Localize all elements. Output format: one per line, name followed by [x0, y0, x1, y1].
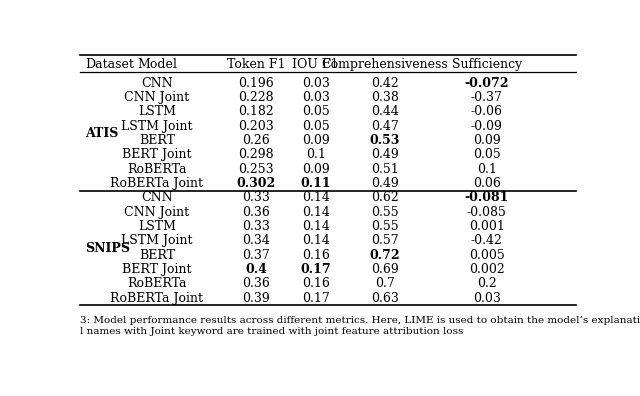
Text: 0.33: 0.33 — [242, 192, 270, 204]
Text: 0.03: 0.03 — [301, 77, 330, 90]
Text: BERT: BERT — [139, 249, 175, 262]
Text: 0.03: 0.03 — [301, 91, 330, 104]
Text: ATIS: ATIS — [85, 127, 118, 140]
Text: SNIPS: SNIPS — [85, 242, 130, 255]
Text: CNN: CNN — [141, 77, 173, 90]
Text: CNN: CNN — [141, 192, 173, 204]
Text: 0.005: 0.005 — [469, 249, 504, 262]
Text: 0.57: 0.57 — [371, 234, 399, 248]
Text: 0.2: 0.2 — [477, 278, 497, 291]
Text: LSTM Joint: LSTM Joint — [121, 120, 193, 133]
Text: 0.26: 0.26 — [242, 134, 270, 147]
Text: CNN Joint: CNN Joint — [124, 91, 189, 104]
Text: LSTM: LSTM — [138, 220, 176, 233]
Text: 3: Model performance results across different metrics. Here, LIME is used to obt: 3: Model performance results across diff… — [80, 316, 640, 335]
Text: 0.14: 0.14 — [301, 234, 330, 248]
Text: Model: Model — [137, 58, 177, 71]
Text: 0.05: 0.05 — [301, 120, 330, 133]
Text: 0.298: 0.298 — [238, 148, 274, 161]
Text: 0.16: 0.16 — [301, 278, 330, 291]
Text: Sufficiency: Sufficiency — [452, 58, 522, 71]
Text: 0.16: 0.16 — [301, 249, 330, 262]
Text: 0.09: 0.09 — [301, 163, 330, 176]
Text: -0.37: -0.37 — [471, 91, 502, 104]
Text: 0.38: 0.38 — [371, 91, 399, 104]
Text: -0.42: -0.42 — [471, 234, 502, 248]
Text: 0.44: 0.44 — [371, 105, 399, 118]
Text: 0.55: 0.55 — [371, 206, 399, 219]
Text: 0.002: 0.002 — [469, 263, 504, 276]
Text: Dataset: Dataset — [85, 58, 134, 71]
Text: LSTM: LSTM — [138, 105, 176, 118]
Text: 0.14: 0.14 — [301, 192, 330, 204]
Text: 0.228: 0.228 — [238, 91, 274, 104]
Text: BERT Joint: BERT Joint — [122, 263, 191, 276]
Text: 0.36: 0.36 — [242, 206, 270, 219]
Text: -0.085: -0.085 — [467, 206, 507, 219]
Text: LSTM Joint: LSTM Joint — [121, 234, 193, 248]
Text: 0.001: 0.001 — [468, 220, 505, 233]
Text: 0.253: 0.253 — [238, 163, 274, 176]
Text: 0.09: 0.09 — [301, 134, 330, 147]
Text: 0.06: 0.06 — [473, 177, 500, 190]
Text: 0.36: 0.36 — [242, 278, 270, 291]
Text: -0.06: -0.06 — [471, 105, 503, 118]
Text: CNN Joint: CNN Joint — [124, 206, 189, 219]
Text: 0.47: 0.47 — [371, 120, 399, 133]
Text: -0.072: -0.072 — [465, 77, 509, 90]
Text: Token F1: Token F1 — [227, 58, 285, 71]
Text: 0.17: 0.17 — [300, 263, 331, 276]
Text: 0.37: 0.37 — [242, 249, 270, 262]
Text: 0.55: 0.55 — [371, 220, 399, 233]
Text: 0.14: 0.14 — [301, 206, 330, 219]
Text: 0.49: 0.49 — [371, 177, 399, 190]
Text: 0.42: 0.42 — [371, 77, 399, 90]
Text: 0.34: 0.34 — [242, 234, 270, 248]
Text: 0.09: 0.09 — [473, 134, 500, 147]
Text: 0.49: 0.49 — [371, 148, 399, 161]
Text: 0.1: 0.1 — [477, 163, 497, 176]
Text: 0.39: 0.39 — [242, 292, 270, 305]
Text: 0.1: 0.1 — [306, 148, 326, 161]
Text: 0.203: 0.203 — [238, 120, 274, 133]
Text: 0.62: 0.62 — [371, 192, 399, 204]
Text: BERT: BERT — [139, 134, 175, 147]
Text: 0.14: 0.14 — [301, 220, 330, 233]
Text: 0.17: 0.17 — [301, 292, 330, 305]
Text: 0.03: 0.03 — [473, 292, 500, 305]
Text: 0.72: 0.72 — [370, 249, 401, 262]
Text: 0.196: 0.196 — [238, 77, 274, 90]
Text: 0.05: 0.05 — [301, 105, 330, 118]
Text: -0.09: -0.09 — [471, 120, 502, 133]
Text: 0.11: 0.11 — [300, 177, 331, 190]
Text: RoBERTa: RoBERTa — [127, 163, 187, 176]
Text: BERT Joint: BERT Joint — [122, 148, 191, 161]
Text: RoBERTa: RoBERTa — [127, 278, 187, 291]
Text: Comprehensiveness: Comprehensiveness — [322, 58, 449, 71]
Text: 0.63: 0.63 — [371, 292, 399, 305]
Text: 0.182: 0.182 — [238, 105, 274, 118]
Text: IOU F1: IOU F1 — [292, 58, 339, 71]
Text: 0.7: 0.7 — [375, 278, 395, 291]
Text: 0.4: 0.4 — [245, 263, 267, 276]
Text: -0.081: -0.081 — [465, 192, 509, 204]
Text: 0.51: 0.51 — [371, 163, 399, 176]
Text: RoBERTa Joint: RoBERTa Joint — [110, 177, 204, 190]
Text: RoBERTa Joint: RoBERTa Joint — [110, 292, 204, 305]
Text: 0.302: 0.302 — [236, 177, 276, 190]
Text: 0.05: 0.05 — [473, 148, 500, 161]
Text: 0.33: 0.33 — [242, 220, 270, 233]
Text: 0.69: 0.69 — [371, 263, 399, 276]
Text: 0.53: 0.53 — [370, 134, 400, 147]
